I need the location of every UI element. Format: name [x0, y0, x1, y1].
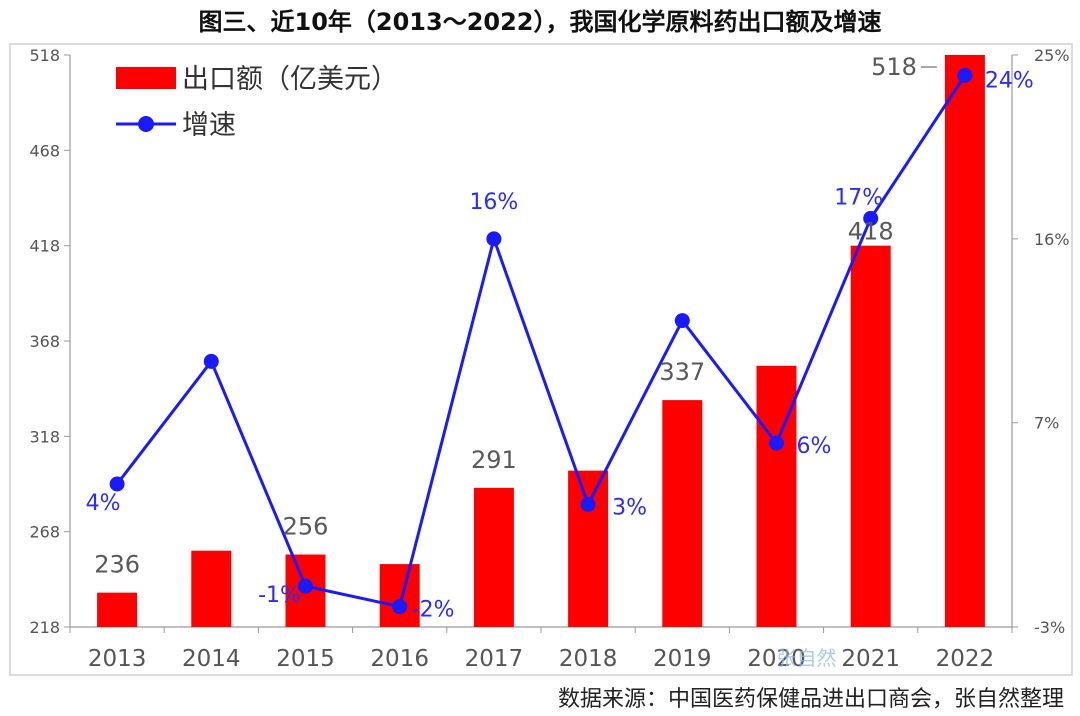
y-right-tick-label: 7% [1034, 414, 1059, 433]
growth-value-label: 24% [985, 68, 1034, 93]
y-left-tick-label: 218 [29, 618, 60, 637]
legend-bar-label: 出口额（亿美元） [182, 64, 398, 95]
growth-point [109, 476, 125, 492]
y-left-tick-label: 468 [29, 141, 60, 160]
growth-line [115, 74, 967, 609]
legend-line-marker [138, 116, 154, 132]
y-right-tick-label: 25% [1034, 46, 1070, 65]
growth-point [298, 578, 313, 594]
plot-area: 218 268 318 368 418 468 518 -3% 7% 16% 25% 2013 2014… [29, 46, 1069, 672]
bar-value-label: 291 [471, 446, 517, 474]
export-bar [97, 592, 138, 627]
export-bar [379, 564, 420, 627]
x-tick-label: 2014 [182, 646, 241, 672]
export-bar [756, 365, 797, 627]
x-tick-label: 2015 [276, 646, 335, 672]
legend-bar-swatch [116, 67, 176, 89]
growth-value-label: 3% [612, 495, 647, 520]
growth-value-label: 6% [797, 434, 832, 459]
y-left-tick-label: 518 [29, 46, 60, 65]
x-tick-label: 2016 [370, 646, 429, 672]
export-bar [191, 550, 232, 627]
bar-value-label: 518 [871, 53, 917, 81]
y-left-tick-label: 268 [29, 523, 60, 542]
x-tick-label: 2021 [841, 646, 900, 672]
growth-value-label: -1% [258, 583, 301, 608]
y-right-tick-label: 16% [1034, 230, 1070, 249]
growth-point [769, 435, 784, 451]
bar-value-label: 337 [659, 358, 705, 386]
y-left-tick-label: 318 [29, 427, 60, 446]
x-tick-label: 2022 [936, 646, 995, 672]
bar-value-label: 256 [283, 513, 329, 541]
chart-title: 图三、近10年（2013～2022），我国化学原料药出口额及增速 [199, 8, 882, 36]
growth-point [392, 599, 408, 615]
y-left-tick-label: 368 [29, 332, 60, 351]
x-tick-label: 2020 [747, 646, 806, 672]
x-tick-label: 2017 [465, 646, 524, 672]
export-bar [568, 470, 609, 627]
export-bar [662, 400, 703, 627]
x-tick-label: 2018 [559, 646, 618, 672]
bar-value-label: 418 [848, 218, 894, 246]
growth-point [203, 353, 219, 369]
y-left-tick-label: 418 [29, 237, 60, 256]
growth-value-label: 16% [469, 190, 518, 215]
growth-value-label: 4% [86, 491, 121, 516]
growth-value-label: -2% [412, 598, 455, 623]
source-note: 数据来源：中国医药保健品进出口商会，张自然整理 [558, 687, 1064, 712]
growth-point [580, 496, 596, 512]
chart-frame [9, 43, 1073, 676]
y-right-tick-label: -3% [1034, 618, 1065, 637]
export-bar [850, 245, 891, 627]
growth-point [957, 67, 973, 83]
legend-line-label: 增速 [182, 110, 236, 141]
growth-value-label: 17% [834, 185, 883, 210]
bar-value-label: 236 [94, 551, 140, 579]
x-tick-label: 2013 [88, 646, 147, 672]
growth-point [674, 313, 690, 329]
growth-point [863, 210, 879, 226]
watermark: 张自然 [777, 646, 837, 670]
export-bar [944, 55, 985, 627]
x-tick-label: 2019 [653, 646, 712, 672]
export-bar [473, 487, 514, 627]
growth-point [486, 231, 502, 247]
